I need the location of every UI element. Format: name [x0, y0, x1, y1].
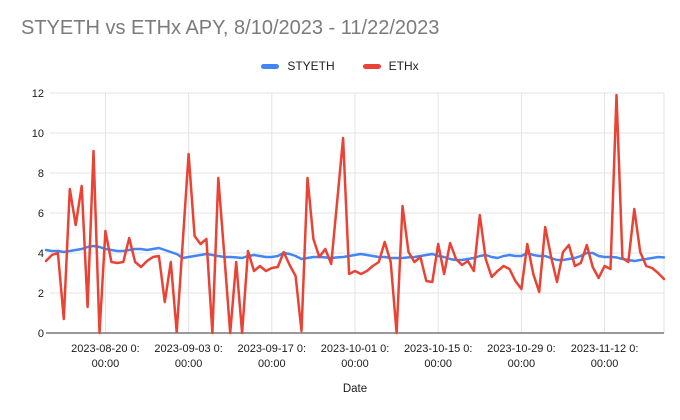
x-tick-label: 00:00 [175, 358, 203, 370]
ethx-legend-label: ETHx [388, 59, 419, 73]
x-tick-label: 00:00 [341, 358, 369, 370]
x-tick-label: 00:00 [508, 358, 536, 370]
x-tick-label: 2023-10-01 0: [321, 343, 390, 355]
x-tick-label: 2023-08-20 0: [71, 343, 140, 355]
styeth-legend-label: STYETH [287, 59, 335, 73]
y-tick-label: 0 [38, 328, 44, 340]
x-tick-label: 00:00 [591, 358, 619, 370]
x-tick-label: 2023-09-17 0: [238, 343, 307, 355]
y-tick-label: 12 [32, 88, 44, 100]
x-axis-title: Date [343, 383, 367, 395]
styeth-series-swatch [261, 63, 280, 69]
chart-title: STYETH vs ETHx APY, 8/10/2023 - 11/22/20… [21, 17, 440, 39]
x-tick-label: 2023-09-03 0: [154, 343, 223, 355]
x-tick-label: 00:00 [424, 358, 452, 370]
y-tick-label: 10 [32, 128, 44, 140]
x-tick-label: 2023-11-12 0: [571, 343, 639, 355]
y-tick-label: 8 [38, 168, 44, 180]
y-tick-label: 4 [38, 248, 44, 260]
y-tick-label: 2 [38, 288, 44, 300]
x-tick-label: 2023-10-29 0: [487, 343, 556, 355]
legend-item-styeth: STYETH [261, 59, 335, 73]
legend-item-ethx: ETHx [362, 59, 419, 73]
y-tick-label: 6 [38, 208, 44, 220]
legend: STYETH ETHx [0, 59, 680, 73]
x-tick-label: 00:00 [258, 358, 286, 370]
x-tick-label: 2023-10-15 0: [404, 343, 473, 355]
ethx-series-swatch [362, 63, 381, 69]
x-tick-label: 00:00 [92, 358, 120, 370]
series-line-ethx [44, 93, 666, 335]
